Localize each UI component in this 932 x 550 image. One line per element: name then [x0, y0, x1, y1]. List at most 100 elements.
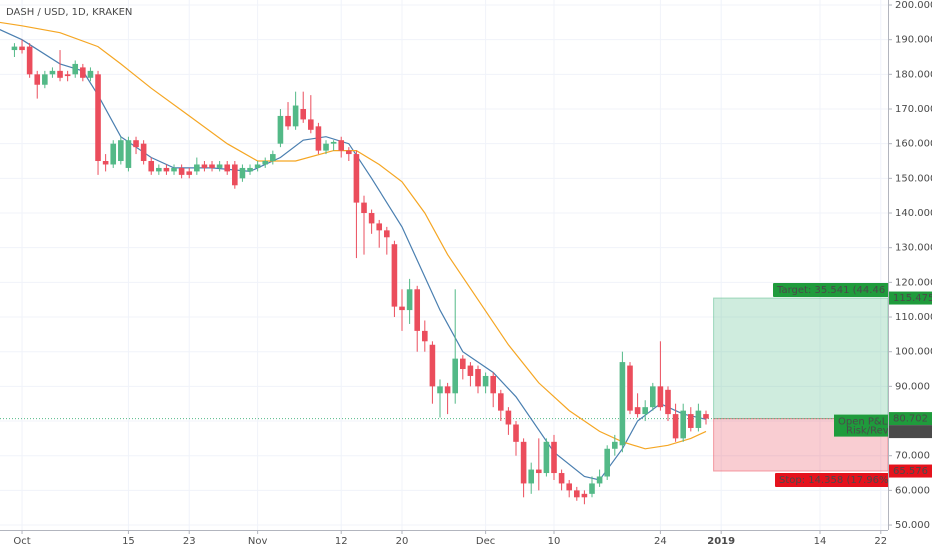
- candle-body: [475, 369, 481, 387]
- candle-body: [406, 289, 413, 311]
- candle-body: [574, 490, 580, 498]
- x-tick-label: 10: [548, 536, 561, 547]
- candle-body: [695, 410, 702, 428]
- candle-body: [346, 150, 352, 155]
- candle-body: [566, 483, 573, 491]
- candle-body: [232, 164, 238, 186]
- moving-average: [0, 21, 707, 450]
- candle-body: [665, 389, 671, 415]
- candle-body: [611, 441, 618, 449]
- pnl-box: [834, 414, 888, 437]
- candle-body: [657, 386, 664, 408]
- axes: 50.00060.00070.00080.00090.000100.000110…: [13, 0, 932, 547]
- x-tick-label: 23: [183, 536, 196, 547]
- candle-body: [118, 140, 124, 162]
- y-tick-label: 100.000: [895, 347, 932, 358]
- y-tick-label: 190.000: [895, 35, 932, 46]
- candle-body: [649, 386, 656, 408]
- candle-body: [581, 493, 588, 498]
- candle-body: [194, 164, 200, 172]
- candle-body: [102, 161, 109, 165]
- candle-body: [528, 469, 535, 484]
- y-tick-label: 200.000: [895, 0, 932, 11]
- stop-price-tag-box: [889, 464, 932, 478]
- y-tick-label: 150.000: [895, 173, 932, 184]
- candle-body: [163, 167, 170, 172]
- candle-body: [619, 362, 626, 446]
- target-price-tag-box: [889, 291, 932, 305]
- candle-body: [239, 167, 246, 179]
- candle-body: [277, 115, 284, 144]
- x-tick-label: 20: [396, 536, 409, 547]
- candle-body: [300, 109, 307, 120]
- target-label-box: [773, 283, 888, 298]
- candle-body: [186, 171, 193, 175]
- candle-body: [315, 126, 322, 151]
- x-tick-label: 24: [654, 536, 667, 547]
- entry-price-tag: 80.702: [893, 414, 928, 425]
- candle-body: [551, 441, 557, 474]
- candle-body: [338, 140, 345, 151]
- candle-body: [384, 230, 390, 238]
- candle-body: [72, 63, 79, 75]
- plot-area: Target: 35.541 (44.46 Stop: 14.358 (17.96…: [0, 21, 888, 505]
- candle-body: [308, 119, 314, 130]
- candle-body: [642, 407, 648, 415]
- candle-body: [140, 143, 147, 162]
- last-price-tag: 79.934: [893, 427, 928, 438]
- candle-body: [513, 424, 519, 442]
- candle-body: [80, 67, 86, 78]
- candle-body: [460, 358, 466, 370]
- candle-body: [505, 410, 512, 425]
- candle-body: [414, 289, 421, 331]
- candle-body: [604, 448, 610, 477]
- last-price-box: [889, 425, 932, 439]
- pnl-label: Open P&L: [838, 417, 888, 428]
- candle-body: [452, 358, 459, 394]
- y-tick-label: 180.000: [895, 69, 932, 80]
- x-tick-label: 15: [122, 536, 135, 547]
- x-tick-label: 12: [335, 536, 348, 547]
- y-tick-label: 50.000: [895, 520, 930, 531]
- candle-body: [422, 330, 428, 342]
- candle-body: [353, 154, 360, 203]
- stop-price-tag: 65.576: [893, 466, 928, 477]
- candle-body: [687, 414, 694, 428]
- candle-body: [34, 74, 41, 85]
- y-tick-label: 160.000: [895, 139, 932, 150]
- candle-body: [399, 306, 405, 311]
- candle-body: [57, 70, 63, 78]
- candle-body: [376, 223, 383, 231]
- candle-body: [429, 344, 436, 387]
- stop-label-box: [775, 473, 888, 488]
- candle-body: [634, 407, 641, 415]
- candle-body: [703, 414, 709, 419]
- candle-body: [262, 161, 269, 165]
- candle-body: [42, 74, 48, 85]
- entry-price-tag-box: [889, 412, 932, 426]
- candle-body: [26, 46, 33, 75]
- moving-average: [0, 29, 707, 481]
- candle-body: [125, 140, 132, 168]
- chart-title: DASH / USD, 1D, KRAKEN: [6, 7, 132, 18]
- candle-body: [498, 393, 504, 411]
- candle-body: [543, 441, 550, 474]
- candle-body: [680, 410, 686, 439]
- y-tick-label: 110.000: [895, 312, 932, 323]
- candle-body: [368, 213, 375, 224]
- candle-body: [178, 167, 185, 175]
- candle-body: [596, 476, 603, 484]
- candle-body: [285, 115, 291, 127]
- candle-body: [254, 164, 261, 168]
- candle-body: [444, 386, 451, 394]
- stop-label: Stop: 14.358 (17.96%: [779, 475, 888, 486]
- grid: [0, 0, 888, 530]
- candle-body: [330, 141, 337, 144]
- candle-body: [520, 441, 527, 484]
- candle-body: [627, 365, 633, 411]
- candle-body: [467, 365, 474, 376]
- candle-body: [292, 105, 299, 127]
- y-tick-label: 130.000: [895, 243, 932, 254]
- candle-body: [361, 202, 367, 214]
